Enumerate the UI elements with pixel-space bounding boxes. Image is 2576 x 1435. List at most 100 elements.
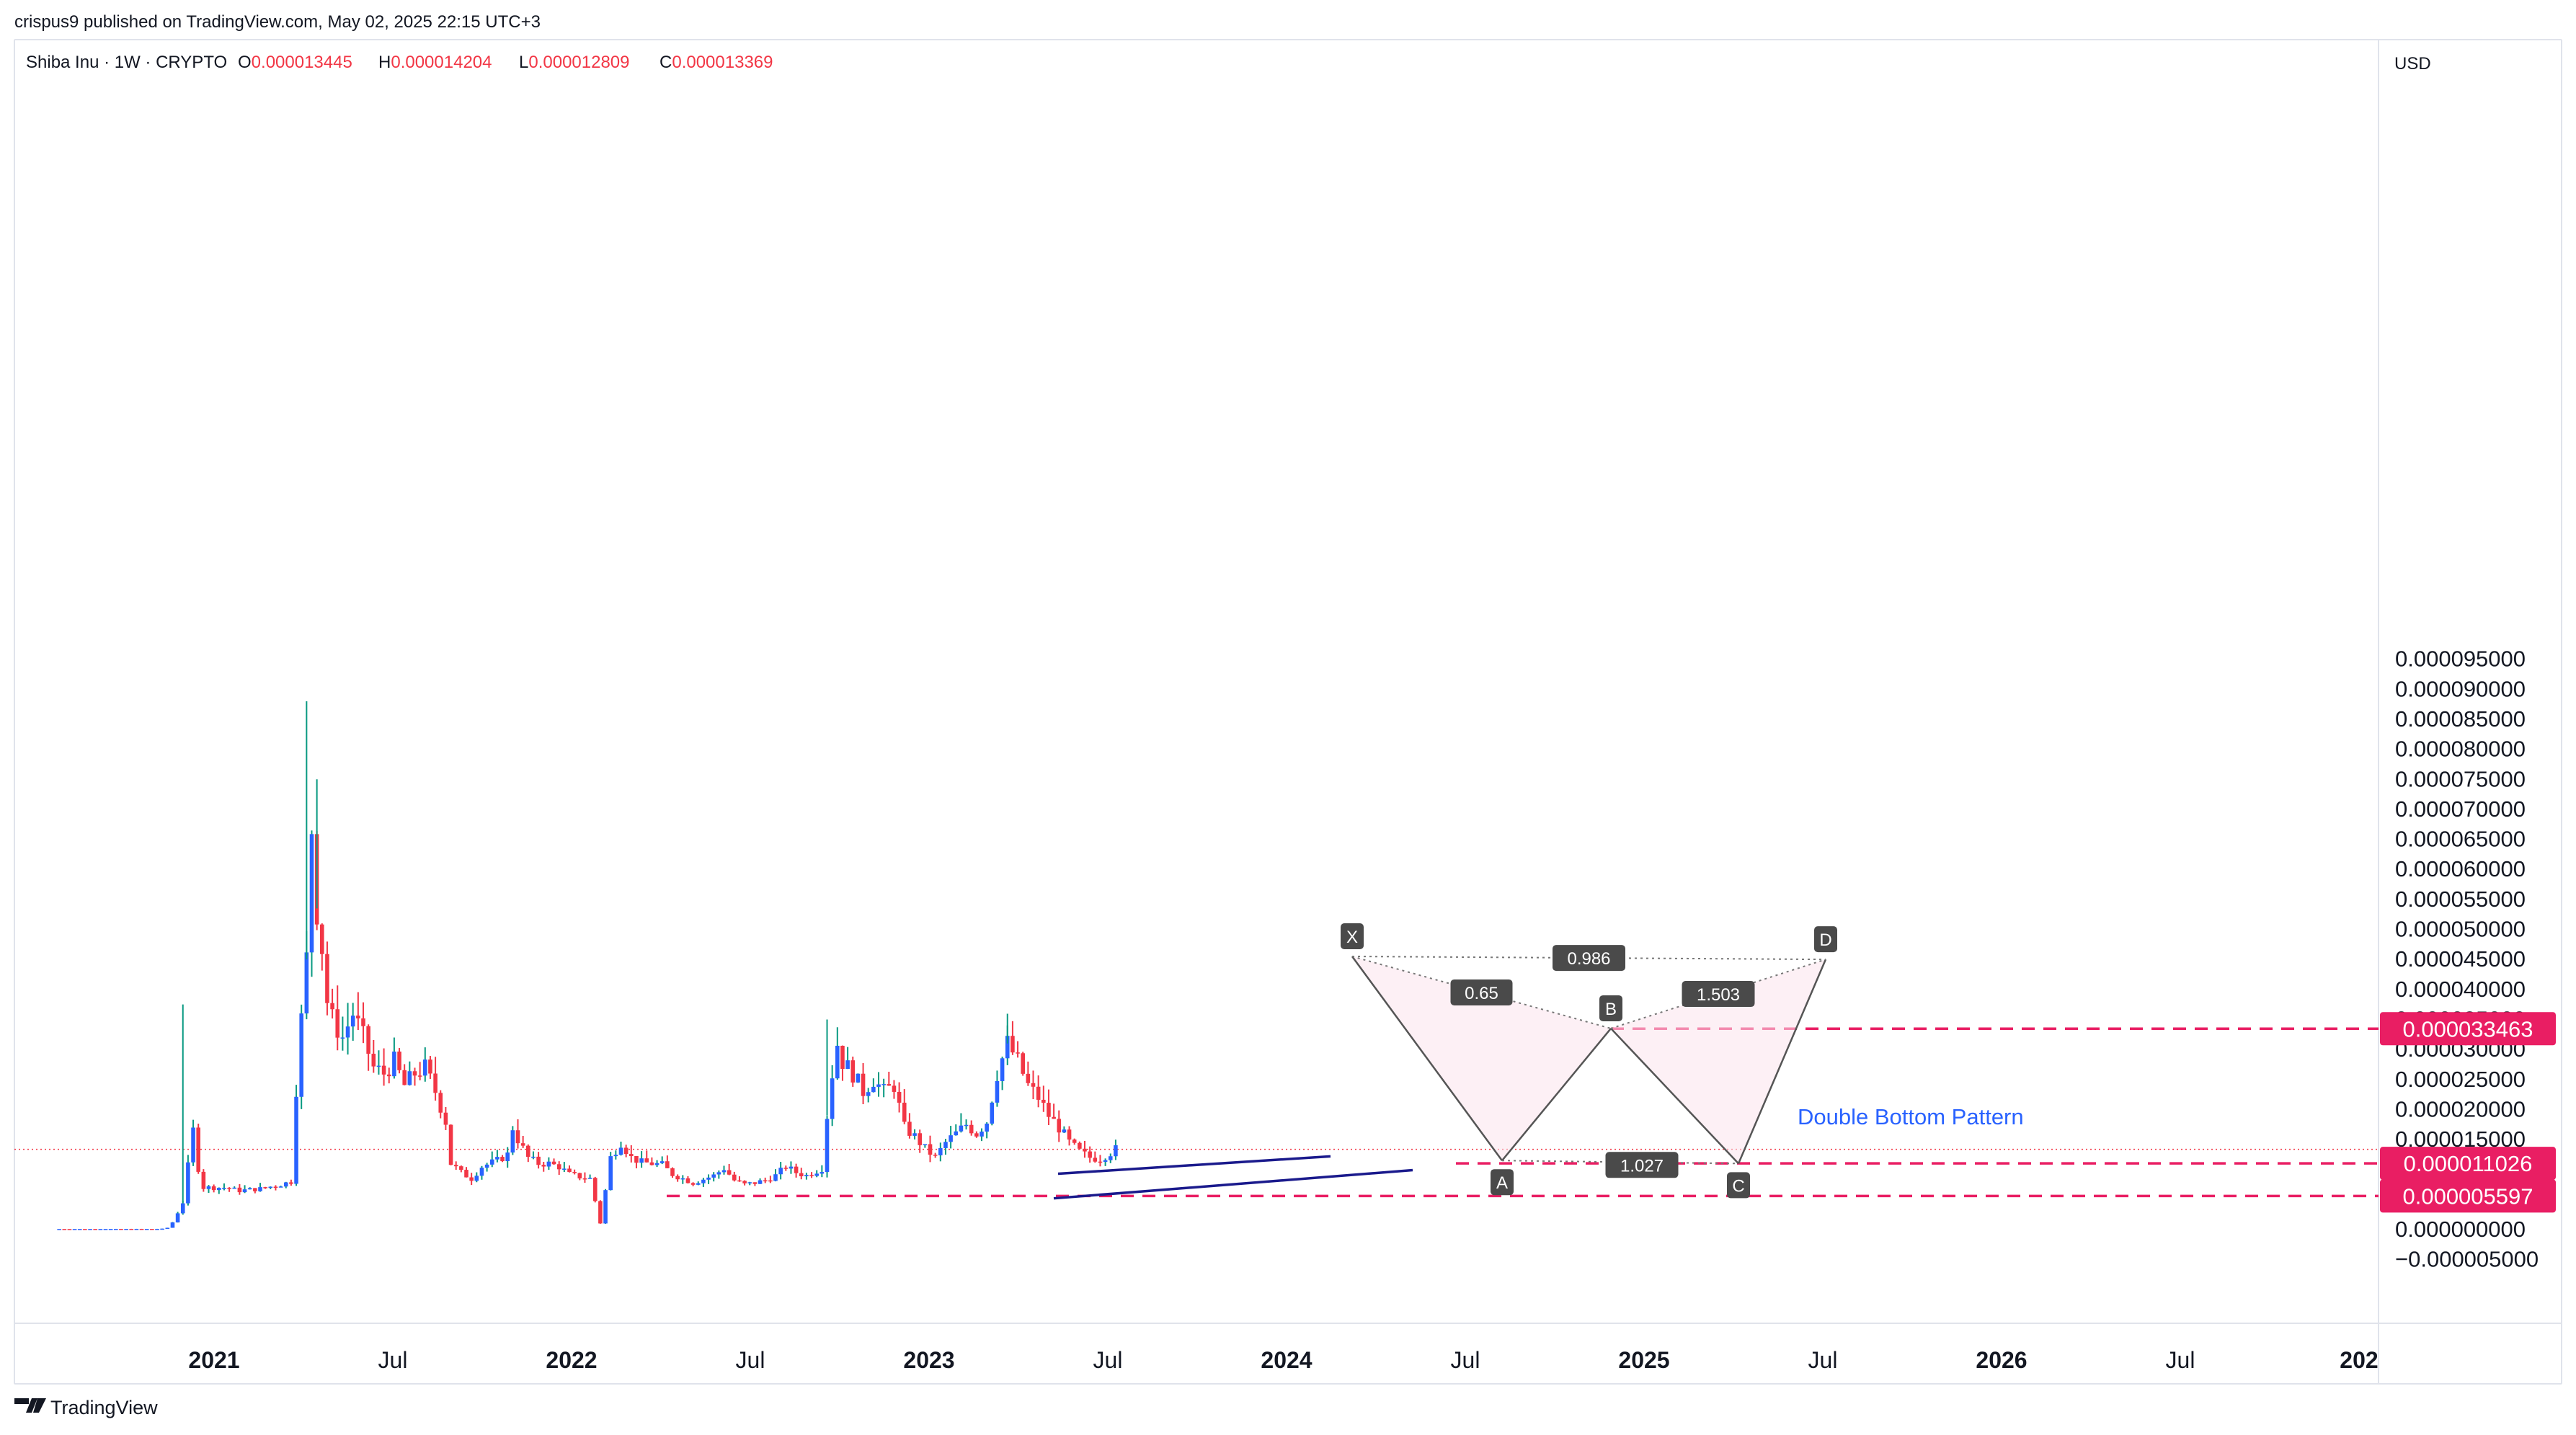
candle-body (814, 1173, 819, 1176)
candle-body (536, 1156, 541, 1165)
candle-body (773, 1174, 778, 1181)
candle-body (572, 1172, 577, 1173)
candle-body (639, 1158, 644, 1163)
channel-upper (1057, 1155, 1331, 1176)
candle-body (923, 1144, 928, 1145)
candle-body (964, 1124, 969, 1127)
currency-label: USD (2394, 54, 2431, 74)
candle-body (546, 1161, 551, 1167)
pattern-triangle-xab (1352, 956, 1611, 1161)
candle-body (742, 1181, 747, 1183)
candle-body (489, 1159, 494, 1165)
candle-body (943, 1142, 948, 1148)
candle-body (289, 1182, 293, 1184)
pattern-point-x: X (1346, 928, 1358, 947)
x-tick-label: Jul (2166, 1347, 2195, 1373)
candle-body (309, 834, 314, 953)
candle-body (278, 1186, 283, 1188)
candle-body (587, 1178, 592, 1179)
candle-body (88, 1229, 92, 1230)
candle-body (227, 1187, 231, 1189)
candle-body (253, 1188, 257, 1191)
candle-body (1021, 1053, 1025, 1074)
x-tick-label: Jul (736, 1347, 765, 1373)
pattern-ratio-bg (1450, 979, 1513, 1005)
x-tick-label: 2025 (1618, 1347, 1669, 1373)
candle-body (737, 1180, 742, 1182)
candle-body (866, 1092, 871, 1096)
x-tick-label: Jul (378, 1347, 408, 1373)
candle-body (180, 1203, 185, 1214)
ohlc-h: H0.000014204 (378, 53, 492, 72)
candle-body (949, 1135, 953, 1142)
candle-body (175, 1213, 180, 1223)
candle-body (876, 1084, 881, 1087)
candle-body (397, 1052, 401, 1070)
candle-body (433, 1073, 438, 1093)
candle-body (165, 1227, 170, 1230)
x-tick-label: Jul (1093, 1347, 1123, 1373)
candle-body (448, 1124, 453, 1165)
candle-body (758, 1180, 763, 1184)
x-tick-label: 2022 (546, 1347, 597, 1373)
pattern-point-bg (1491, 1169, 1514, 1196)
candle-body (856, 1073, 861, 1083)
pattern-ratio-bg (1682, 981, 1755, 1008)
candle-body (556, 1164, 561, 1170)
candle-body (191, 1127, 195, 1163)
candle-body (675, 1176, 680, 1180)
y-tick-label: 0.000025000 (2395, 1067, 2526, 1092)
candle-body (1083, 1148, 1087, 1152)
level-label-bg (2380, 1179, 2556, 1213)
candle-body (237, 1187, 242, 1193)
pattern-leg-cd (1737, 959, 1827, 1164)
pattern-point-bg (1599, 995, 1622, 1021)
candle-body (1057, 1119, 1062, 1133)
candle-body (887, 1084, 892, 1086)
pattern-leg-bc (1610, 1028, 1739, 1165)
x-tick-label: 2021 (188, 1347, 239, 1373)
pattern-point-a: A (1496, 1173, 1508, 1193)
pattern-point-c: C (1732, 1176, 1744, 1196)
y-tick-label: 0.000080000 (2395, 737, 2526, 762)
candle-body (938, 1147, 943, 1155)
candle-body (763, 1180, 768, 1182)
candle-body (505, 1152, 510, 1162)
x-tick-label: 202 (2340, 1347, 2378, 1373)
candle-body (361, 1018, 365, 1026)
pattern-point-bg (1727, 1172, 1750, 1199)
x-axis[interactable]: 2021 Jul 2022 Jul 2023 Jul 2024 Jul 2025 Jul 2026 J… (188, 1347, 2378, 1373)
candle-body (592, 1178, 598, 1201)
candle-body (484, 1164, 489, 1168)
candle-body (918, 1133, 922, 1145)
candle-body (1031, 1083, 1036, 1087)
candle-body (881, 1084, 886, 1085)
x-tick-label: Jul (1451, 1347, 1480, 1373)
candle-body (969, 1124, 974, 1134)
symbol-legend[interactable]: Shiba Inu · 1W · CRYPTO O0.000013445 H0.0… (26, 53, 773, 72)
candle-body (541, 1165, 546, 1167)
candle-body (412, 1071, 417, 1076)
candle-body (974, 1133, 979, 1137)
candle-body (835, 1045, 840, 1079)
harmonic-pattern-labels: X A B C D 0.65 1.503 0.986 1.027 (1341, 923, 1837, 1199)
candle-body (598, 1201, 603, 1224)
candle-body (1067, 1129, 1072, 1140)
candle-body (623, 1147, 629, 1155)
candle-body (206, 1186, 211, 1189)
candle-body (459, 1166, 463, 1170)
candle-body (665, 1161, 670, 1168)
level-label-bg (2380, 1147, 2556, 1181)
y-tick-label: 0.000075000 (2395, 766, 2526, 791)
candle-body (902, 1102, 907, 1122)
candle-body (701, 1179, 706, 1183)
candle-body (531, 1156, 536, 1158)
pattern-leg-xa (1351, 956, 1504, 1161)
y-tick-label: 0.000095000 (2395, 647, 2526, 672)
candle-body (928, 1144, 933, 1155)
pattern-ratio-label: 1.503 (1697, 985, 1740, 1005)
candle-body (685, 1178, 690, 1183)
pattern-ratio-line-ac (1501, 1160, 1739, 1165)
